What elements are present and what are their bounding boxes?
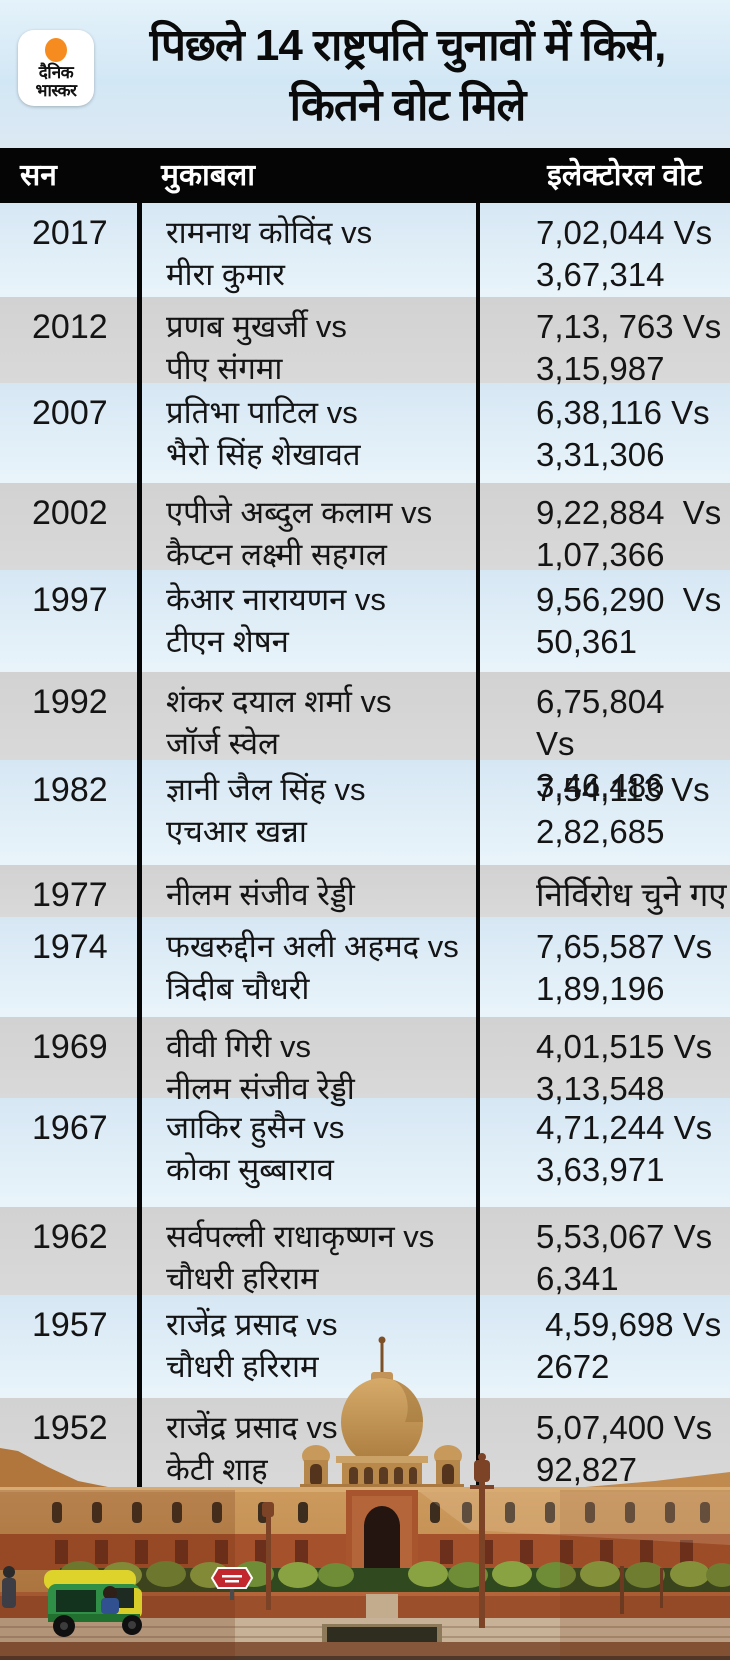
year-cell: 1952 [32, 1409, 108, 1447]
title-line-1: पिछले 14 राष्ट्रपति चुनावों में किसे, [149, 21, 667, 70]
table-row: 1952 राजेंद्र प्रसाद vs केटी शाह 5,07,40… [0, 1398, 730, 1493]
votes-cell: निर्विरोध चुने गए [536, 876, 727, 913]
votes-cell: 7,65,587 Vs 1,89,196 [536, 928, 713, 1007]
page-title: पिछले 14 राष्ट्रपति चुनावों में किसे, कि… [95, 0, 720, 136]
contest-cell: वीवी गिरी vs नीलम संजीव रेड्डी [137, 1017, 480, 1110]
table-row: 2017 रामनाथ कोविंद vs मीरा कुमार 7,02,04… [0, 203, 730, 297]
table-row: 1977 नीलम संजीव रेड्डी निर्विरोध चुने गए [0, 865, 730, 917]
year-cell: 2017 [32, 214, 108, 252]
year-cell: 1982 [32, 771, 108, 809]
contest-cell: राजेंद्र प्रसाद vs केटी शाह [137, 1398, 480, 1493]
year-cell: 2012 [32, 308, 108, 346]
table-row: 2007 प्रतिभा पाटिल vs भैरो सिंह शेखावत 6… [0, 383, 730, 483]
votes-cell: 7,13, 763 Vs 3,15,987 [536, 308, 722, 387]
votes-cell: 4,01,515 Vs 3,13,548 [536, 1028, 713, 1107]
year-cell: 2007 [32, 394, 108, 432]
table-row: 1969 वीवी गिरी vs नीलम संजीव रेड्डी 4,01… [0, 1017, 730, 1110]
logo-text-line2: भास्कर [35, 81, 77, 100]
road-sign [210, 1567, 254, 1600]
masthead: दैनिक भास्कर पिछले 14 राष्ट्रपति चुनावों… [0, 0, 730, 148]
contest-cell: रामनाथ कोविंद vs मीरा कुमार [137, 203, 480, 297]
pedestrian [2, 1566, 16, 1608]
contest-cell: प्रतिभा पाटिल vs भैरो सिंह शेखावत [137, 383, 480, 483]
votes-cell: 9,22,884 Vs 1,07,366 [536, 494, 722, 573]
year-cell: 1969 [32, 1028, 108, 1066]
table-row: 1962 सर्वपल्ली राधाकृष्णन vs चौधरी हरिरा… [0, 1207, 730, 1300]
year-cell: 1992 [32, 683, 108, 721]
table-header: सन मुकाबला इलेक्टोरल वोट [0, 148, 730, 203]
auto-rickshaw [44, 1570, 142, 1637]
contest-cell: एपीजे अब्दुल कलाम vs कैप्टन लक्ष्मी सहगल [137, 483, 480, 576]
hedges [60, 1561, 730, 1596]
column-header-year: सन [20, 159, 57, 192]
table-row: 1992 शंकर दयाल शर्मा vs जॉर्ज स्वेल 6,75… [0, 672, 730, 807]
table-row: 1957 राजेंद्र प्रसाद vs चौधरी हरिराम 4,5… [0, 1295, 730, 1398]
year-cell: 2002 [32, 494, 108, 532]
contest-cell: सर्वपल्ली राधाकृष्णन vs चौधरी हरिराम [137, 1207, 480, 1300]
year-cell: 1997 [32, 581, 108, 619]
contest-cell: केआर नारायणन vs टीएन शेषन [137, 570, 480, 672]
column-header-contest: मुकाबला [161, 159, 255, 192]
votes-cell: 9,56,290 Vs 50,361 [536, 581, 722, 660]
table-body: 2017 रामनाथ कोविंद vs मीरा कुमार 7,02,04… [0, 203, 730, 1493]
table-row: 2002 एपीजे अब्दुल कलाम vs कैप्टन लक्ष्मी… [0, 483, 730, 576]
table-row: 2012 प्रणब मुखर्जी vs पीए संगमा 7,13, 76… [0, 297, 730, 390]
votes-cell: 4,71,244 Vs 3,63,971 [536, 1109, 713, 1188]
votes-cell: 5,53,067 Vs 6,341 [536, 1218, 713, 1297]
table-row: 1967 जाकिर हुसैन vs कोका सुब्बाराव 4,71,… [0, 1098, 730, 1207]
contest-cell: प्रणब मुखर्जी vs पीए संगमा [137, 297, 480, 390]
year-cell: 1977 [32, 876, 108, 914]
year-cell: 1967 [32, 1109, 108, 1147]
year-cell: 1962 [32, 1218, 108, 1256]
contest-cell: राजेंद्र प्रसाद vs चौधरी हरिराम [137, 1295, 480, 1398]
contest-cell: ज्ञानी जैल सिंह vs एचआर खन्ना [137, 760, 480, 865]
dainik-bhaskar-logo: दैनिक भास्कर [18, 30, 94, 106]
column-header-votes: इलेक्टोरल वोट [547, 159, 702, 192]
central-arch [346, 1490, 418, 1594]
building-facade [0, 1487, 730, 1660]
contest-cell: जाकिर हुसैन vs कोका सुब्बाराव [137, 1098, 480, 1207]
logo-text-line1: दैनिक [38, 63, 74, 82]
table-row: 1974 फखरुद्दीन अली अहमद vs त्रिदीब चौधरी… [0, 917, 730, 1017]
votes-cell: 5,07,400 Vs 92,827 [536, 1409, 713, 1488]
year-cell: 1957 [32, 1306, 108, 1344]
year-cell: 1974 [32, 928, 108, 966]
sun-icon [45, 38, 67, 62]
contest-cell: शंकर दयाल शर्मा vs जॉर्ज स्वेल [137, 672, 480, 807]
votes-cell: 6,38,116 Vs 3,31,306 [536, 394, 710, 473]
contest-cell: फखरुद्दीन अली अहमद vs त्रिदीब चौधरी [137, 917, 480, 1017]
title-line-2: कितने वोट मिले [289, 81, 527, 130]
table-row: 1982 ज्ञानी जैल सिंह vs एचआर खन्ना 7,54,… [0, 760, 730, 865]
votes-cell: 7,54,113 Vs 2,82,685 [536, 771, 710, 850]
table-row: 1997 केआर नारायणन vs टीएन शेषन 9,56,290 … [0, 570, 730, 672]
reflecting-pool [322, 1624, 442, 1648]
votes-cell: 4,59,698 Vs 2672 [536, 1306, 722, 1385]
votes-cell: 7,02,044 Vs 3,67,314 [536, 214, 713, 293]
votes-cell: 6,75,804 Vs 3,46,486 [536, 683, 665, 804]
contest-cell: नीलम संजीव रेड्डी [137, 865, 480, 917]
